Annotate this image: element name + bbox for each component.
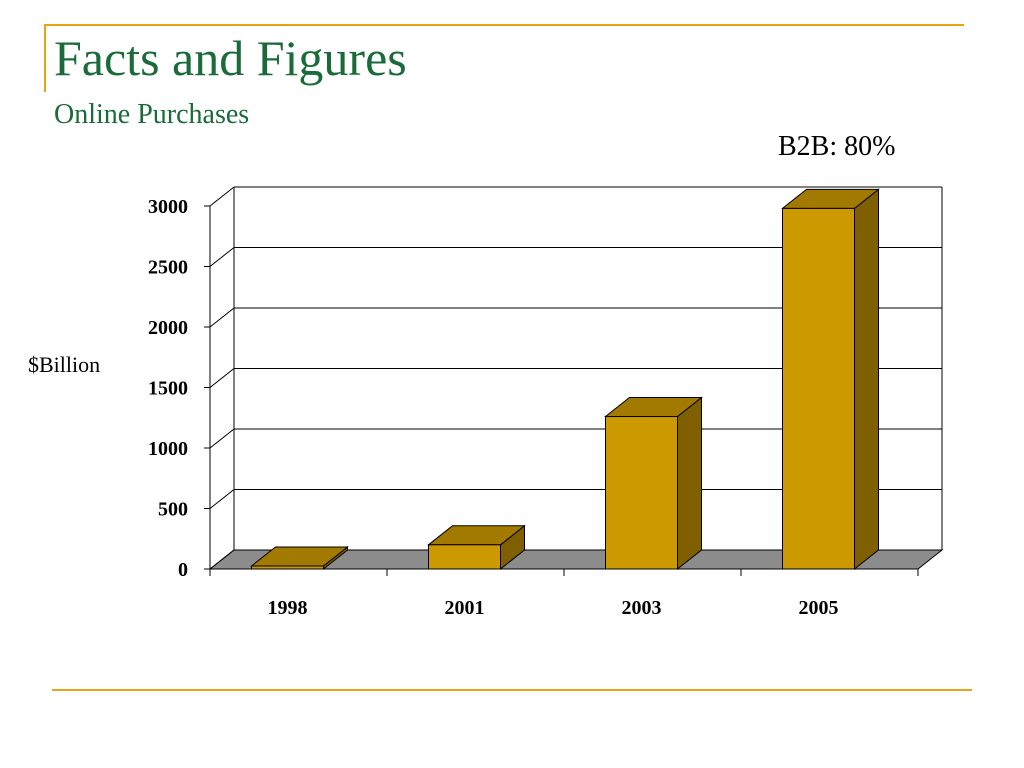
x-tick-label: 2001 <box>445 597 485 619</box>
side-wall-gridline <box>209 186 235 207</box>
x-tick-label: 2003 <box>622 597 662 619</box>
bar-2005 <box>782 207 855 570</box>
bar-side <box>854 188 879 571</box>
bar-side <box>677 396 702 571</box>
side-wall-gridline <box>209 428 235 449</box>
bar-1998 <box>251 565 324 570</box>
x-tick-label: 2005 <box>799 597 839 619</box>
slide-title: Facts and Figures <box>54 30 407 86</box>
y-tick-label: 2000 <box>148 317 188 339</box>
x-tick-label: 1998 <box>268 597 308 619</box>
top-rule <box>44 24 964 26</box>
side-wall-gridline <box>209 489 235 509</box>
side-wall-gridline <box>209 307 235 328</box>
bar-2003 <box>605 416 678 570</box>
left-rule <box>44 24 46 92</box>
side-wall-gridline <box>209 368 235 388</box>
y-tick-label: 0 <box>178 559 188 581</box>
y-tick-label: 3000 <box>148 196 188 218</box>
y-tick-label: 500 <box>158 499 188 521</box>
slide-subtitle: Online Purchases <box>54 99 250 130</box>
side-wall-gridline <box>209 549 235 570</box>
bar-2001 <box>428 544 501 570</box>
side-wall-gridline <box>209 247 235 267</box>
y-tick-label: 1500 <box>148 378 188 400</box>
y-tick-label: 2500 <box>148 257 188 279</box>
b2b-annotation: B2B: 80% <box>778 131 896 162</box>
bottom-rule <box>52 689 972 691</box>
y-axis-label: $Billion <box>28 352 101 377</box>
y-tick-label: 1000 <box>148 438 188 460</box>
